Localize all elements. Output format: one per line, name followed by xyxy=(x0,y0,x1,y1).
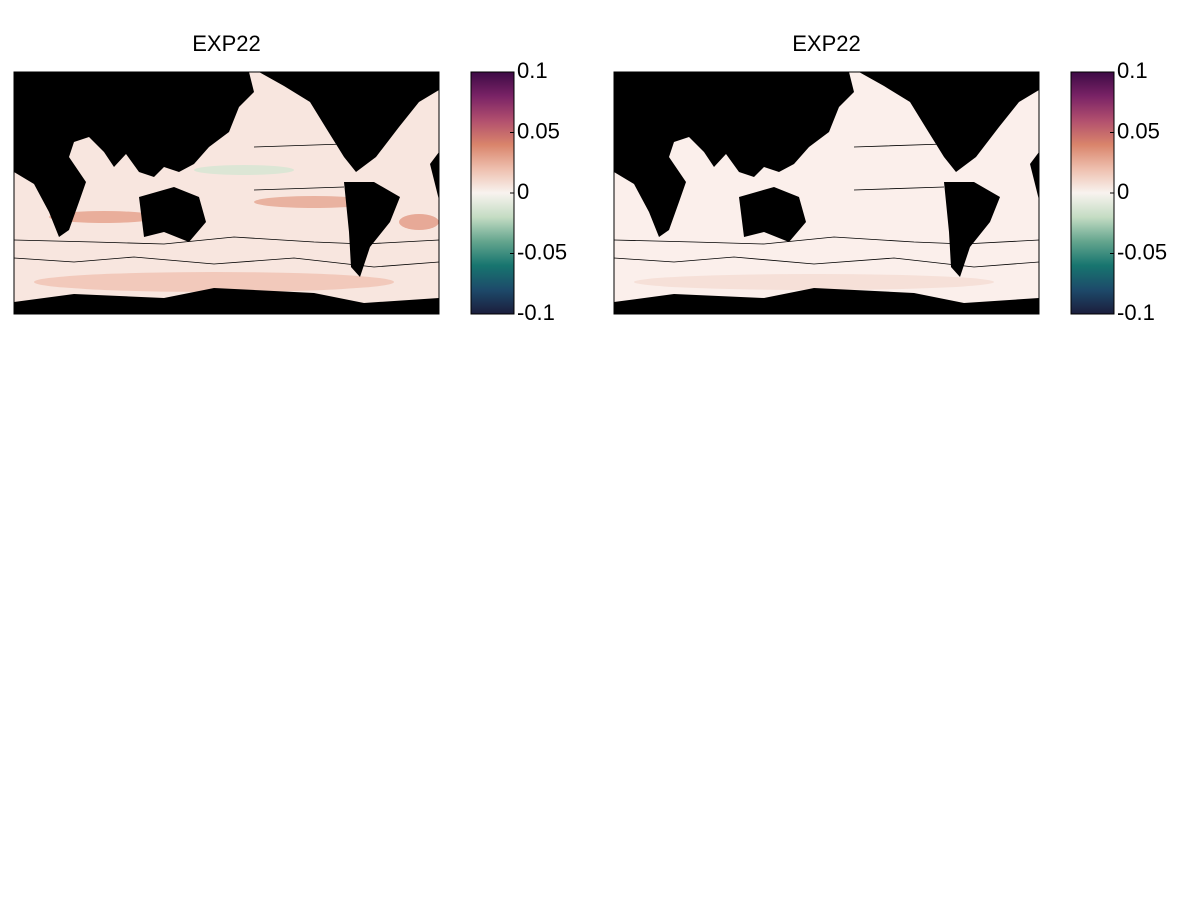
colorbar xyxy=(1070,71,1115,315)
colorbar-tick-label: 0 xyxy=(1117,179,1129,204)
colorbar xyxy=(470,71,515,315)
colorbar-tick-label: -0.1 xyxy=(1117,300,1155,325)
colorbar-tick-label: 0 xyxy=(517,179,529,204)
anomaly-streak xyxy=(399,214,439,230)
chart-title: EXP22 xyxy=(792,31,861,56)
anomaly-streak xyxy=(49,211,159,223)
colorbar-tick-label: 0.05 xyxy=(1117,118,1160,143)
anomaly-streak xyxy=(634,274,994,290)
colorbar-tick-label: 0.05 xyxy=(517,118,560,143)
anomaly-streak xyxy=(254,196,374,208)
anomaly-streak xyxy=(34,272,394,292)
map-frame xyxy=(613,71,1040,315)
map-panel-1 xyxy=(13,71,440,315)
chart-title: EXP22 xyxy=(192,31,261,56)
anomaly-streak xyxy=(194,165,294,175)
colorbar-tick-label: -0.05 xyxy=(1117,239,1167,264)
map-frame xyxy=(13,71,440,315)
colorbar-tick-label: -0.1 xyxy=(517,300,555,325)
colorbar-tick-label: 0.1 xyxy=(517,58,548,83)
colorbar-tick-label: 0.1 xyxy=(1117,58,1148,83)
map-panel-2 xyxy=(613,71,1040,315)
colorbar-tick-label: -0.05 xyxy=(517,239,567,264)
